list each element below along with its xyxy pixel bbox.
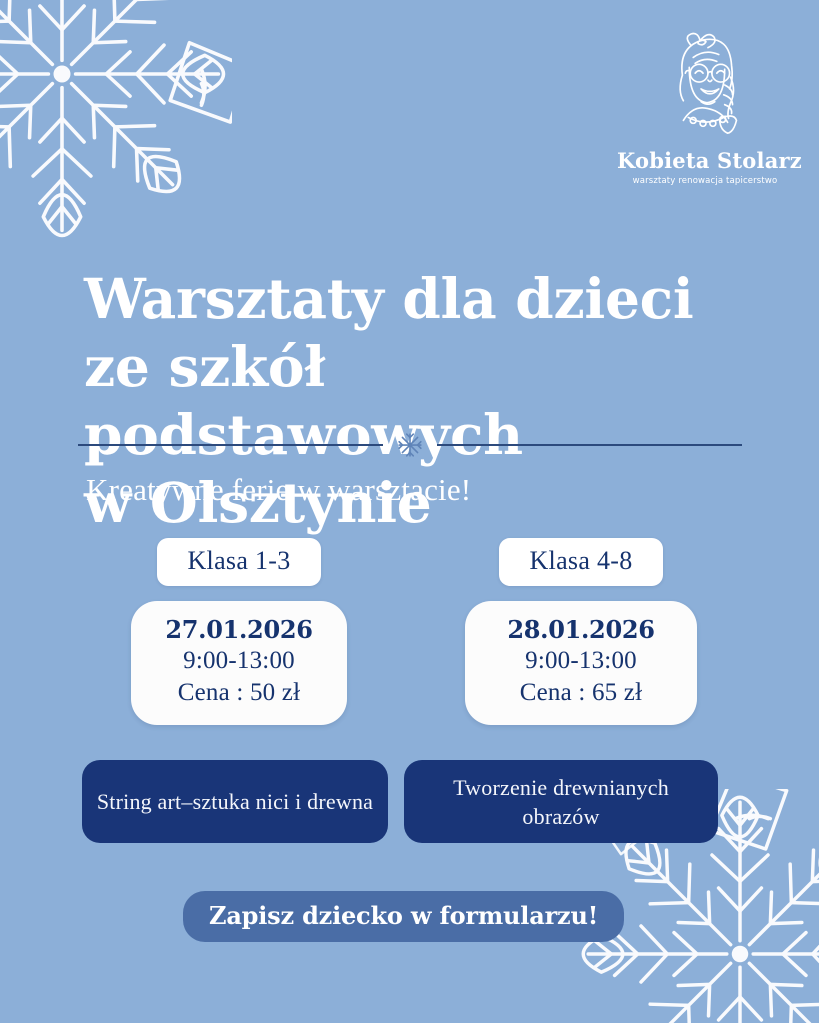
subtitle: Kreatywne ferie w warsztacie! (86, 472, 472, 507)
snowflake-top-left-icon (0, 0, 232, 244)
snowflake-divider-icon (397, 432, 423, 458)
divider-rule-left (78, 444, 383, 446)
brand-logo: Kobieta Stolarz warsztaty renowacja tapi… (617, 24, 802, 186)
page-title: Warsztaty dla dzieci ze szkół podstawowy… (84, 265, 764, 537)
info-time-1: 9:00-13:00 (183, 647, 295, 674)
logo-tagline: warsztaty renowacja tapicerstwo (632, 176, 778, 186)
signup-cta-button[interactable]: Zapisz dziecko w formularzu! (183, 891, 625, 942)
class-pill-2[interactable]: Klasa 4-8 (499, 538, 663, 586)
info-price-1: Cena : 50 zł (177, 679, 301, 706)
class-column-1: Klasa 1-3 27.01.2026 9:00-13:00 Cena : 5… (80, 538, 398, 725)
topic-box-2[interactable]: Tworzenie drewnianych obrazów (404, 760, 718, 843)
info-time-2: 9:00-13:00 (525, 647, 637, 674)
divider-rule-right (437, 444, 742, 446)
headline-line-1: Warsztaty dla dzieci (84, 265, 694, 331)
class-column-2: Klasa 4-8 28.01.2026 9:00-13:00 Cena : 6… (416, 538, 740, 725)
info-card-1: 27.01.2026 9:00-13:00 Cena : 50 zł (131, 601, 347, 725)
class-columns: Klasa 1-3 27.01.2026 9:00-13:00 Cena : 5… (80, 538, 740, 725)
info-date-1: 27.01.2026 (165, 615, 313, 644)
topic-box-1[interactable]: String art–sztuka nici i drewna (82, 760, 388, 843)
logo-name: Kobieta Stolarz (617, 148, 802, 173)
headline-line-2: ze szkół podstawowych (84, 333, 523, 467)
headline-line-3: w Olsztynie (84, 469, 432, 535)
section-divider (78, 432, 742, 458)
topic-boxes: String art–sztuka nici i drewna Tworzeni… (82, 760, 718, 843)
info-price-2: Cena : 65 zł (519, 679, 643, 706)
info-card-2: 28.01.2026 9:00-13:00 Cena : 65 zł (465, 601, 697, 725)
class-pill-1[interactable]: Klasa 1-3 (157, 538, 321, 586)
info-date-2: 28.01.2026 (507, 615, 655, 644)
woman-carpenter-face-icon (679, 32, 738, 135)
